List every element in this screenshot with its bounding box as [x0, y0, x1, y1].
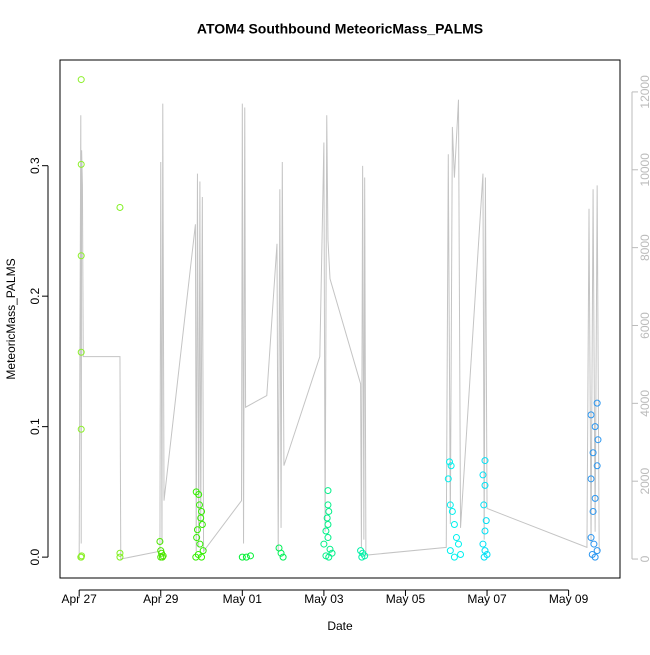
x-tick-label: May 05: [386, 592, 426, 606]
point: [481, 481, 489, 489]
point: [195, 490, 203, 498]
point: [480, 501, 488, 509]
point: [116, 549, 124, 557]
point: [324, 501, 332, 509]
point: [589, 449, 597, 457]
point: [323, 514, 331, 522]
point: [198, 553, 206, 561]
point: [324, 487, 332, 495]
point: [325, 507, 333, 515]
point: [452, 534, 460, 542]
point: [446, 458, 454, 466]
point: [77, 348, 85, 356]
point: [358, 553, 366, 561]
point: [447, 462, 455, 470]
point: [481, 527, 489, 535]
point: [196, 540, 204, 548]
point: [324, 521, 332, 529]
x-tick-label: May 03: [304, 592, 344, 606]
point: [589, 507, 597, 515]
point: [446, 501, 454, 509]
point: [590, 540, 598, 548]
point: [193, 534, 201, 542]
y-axis-label: MeteoricMass_PALMS: [4, 258, 18, 379]
x-tick-label: May 07: [467, 592, 507, 606]
point: [444, 475, 452, 483]
y-tick-label: 0.1: [28, 418, 42, 435]
point: [479, 471, 487, 479]
point: [77, 160, 85, 168]
point: [593, 462, 601, 470]
y2-tick-label: 2000: [638, 468, 650, 495]
point: [593, 547, 601, 555]
point: [159, 552, 167, 560]
x-axis-label: Date: [327, 619, 353, 633]
point: [246, 552, 254, 560]
y2-tick-label: 4000: [638, 390, 650, 417]
point: [77, 76, 85, 84]
point: [454, 540, 462, 548]
point: [479, 540, 487, 548]
point: [242, 553, 250, 561]
point: [77, 425, 85, 433]
point: [156, 537, 164, 545]
point: [591, 553, 599, 561]
y2-tick-label: 8000: [638, 234, 650, 261]
x-tick-label: Apr 27: [61, 592, 97, 606]
point: [482, 517, 490, 525]
point: [448, 507, 456, 515]
point: [279, 553, 287, 561]
point: [77, 252, 85, 260]
point: [591, 423, 599, 431]
x-tick-label: May 09: [549, 592, 589, 606]
point: [324, 534, 332, 542]
point: [446, 547, 454, 555]
point: [326, 545, 334, 553]
point: [320, 540, 328, 548]
point: [587, 411, 595, 419]
point: [450, 553, 458, 561]
point: [594, 436, 602, 444]
point: [450, 521, 458, 529]
point: [591, 494, 599, 502]
point: [593, 399, 601, 407]
x-tick-label: May 01: [223, 592, 263, 606]
y-tick-label: 0.3: [28, 157, 42, 174]
point: [457, 551, 465, 559]
x-tick-label: Apr 29: [143, 592, 179, 606]
altitude-line: [78, 99, 600, 560]
point: [197, 514, 205, 522]
chart-title: ATOM4 Southbound MeteoricMass_PALMS: [197, 21, 483, 37]
point: [199, 547, 207, 555]
point: [325, 553, 333, 561]
plot-frame: [59, 59, 621, 579]
point: [322, 527, 330, 535]
point: [116, 203, 124, 211]
y2-tick-label: 0: [638, 555, 650, 562]
point: [481, 457, 489, 465]
point: [277, 549, 285, 557]
point: [198, 521, 206, 529]
point: [158, 553, 166, 561]
y-tick-label: 0.0: [28, 548, 42, 565]
point: [587, 534, 595, 542]
point: [78, 552, 86, 560]
point: [238, 553, 246, 561]
point: [587, 475, 595, 483]
y-tick-label: 0.2: [28, 288, 42, 305]
y2-tick-label: 12000: [638, 75, 650, 109]
point: [198, 507, 206, 515]
point: [116, 553, 124, 561]
y2-tick-label: 6000: [638, 312, 650, 339]
y2-tick-label: 10000: [638, 153, 650, 187]
point: [480, 553, 488, 561]
point: [195, 501, 203, 509]
point: [193, 526, 201, 534]
point: [481, 547, 489, 555]
